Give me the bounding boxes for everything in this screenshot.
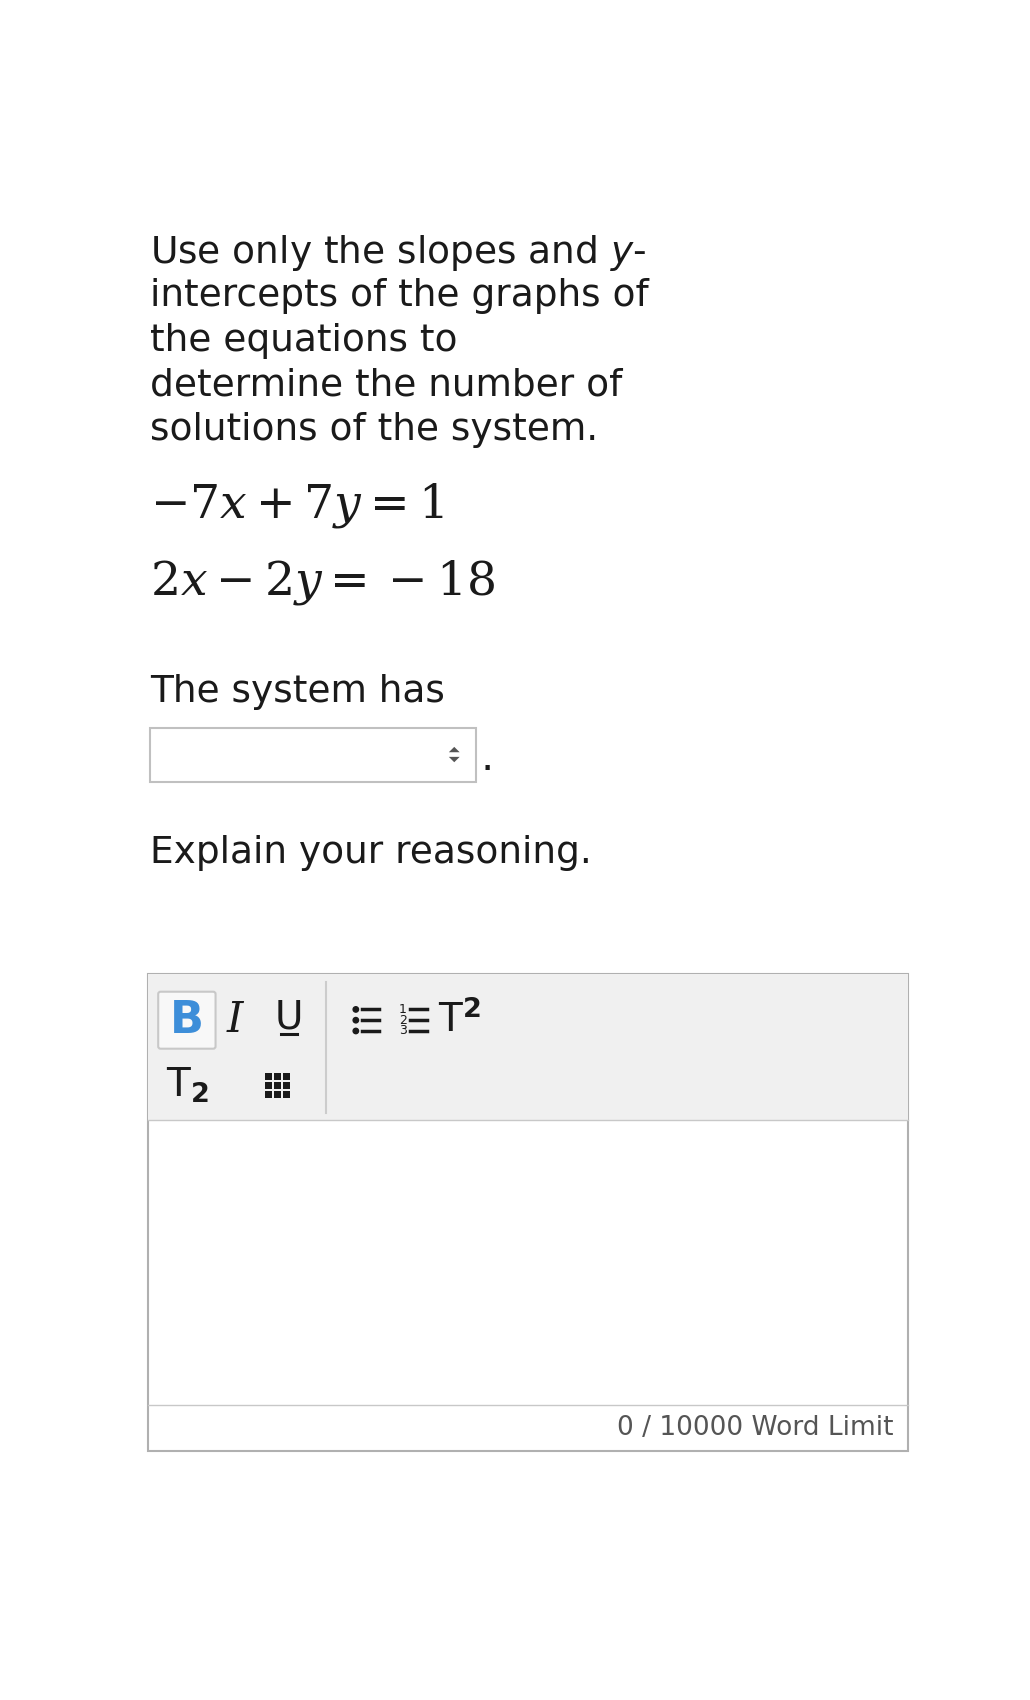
Text: The system has: The system has xyxy=(150,673,445,709)
Bar xyxy=(265,1091,272,1098)
Text: solutions of the system.: solutions of the system. xyxy=(150,411,598,447)
Bar xyxy=(150,728,476,782)
Text: T$_{\mathbf{2}}$: T$_{\mathbf{2}}$ xyxy=(166,1066,208,1105)
Text: 1: 1 xyxy=(399,1003,407,1017)
Circle shape xyxy=(353,1028,358,1034)
Text: determine the number of: determine the number of xyxy=(150,367,623,403)
Text: intercepts of the graphs of: intercepts of the graphs of xyxy=(150,277,649,314)
Bar xyxy=(265,1083,272,1090)
Text: I: I xyxy=(227,1000,243,1040)
Polygon shape xyxy=(449,746,459,751)
FancyBboxPatch shape xyxy=(159,991,215,1049)
Bar xyxy=(283,1091,290,1098)
Text: T$^{\mathbf{2}}$: T$^{\mathbf{2}}$ xyxy=(438,1000,480,1040)
Circle shape xyxy=(353,1018,358,1023)
Text: $-7x + 7y = 1$: $-7x + 7y = 1$ xyxy=(150,481,444,530)
Bar xyxy=(274,1083,281,1090)
Text: 0 / 10000 Word Limit: 0 / 10000 Word Limit xyxy=(617,1416,894,1442)
Bar xyxy=(265,1073,272,1080)
Bar xyxy=(283,1073,290,1080)
Text: Explain your reasoning.: Explain your reasoning. xyxy=(150,835,592,872)
Bar xyxy=(274,1073,281,1080)
Text: B: B xyxy=(170,998,204,1042)
Bar xyxy=(274,1091,281,1098)
Text: .: . xyxy=(481,736,493,779)
Text: U: U xyxy=(275,1000,304,1037)
Text: $2x - 2y = -18$: $2x - 2y = -18$ xyxy=(150,558,495,607)
Text: 2: 2 xyxy=(399,1013,407,1027)
Bar xyxy=(148,974,907,1120)
Text: Use only the slopes and $\it{y}$-: Use only the slopes and $\it{y}$- xyxy=(150,233,647,274)
Text: the equations to: the equations to xyxy=(150,323,458,359)
Bar xyxy=(148,974,907,1452)
Bar xyxy=(283,1083,290,1090)
Circle shape xyxy=(353,1006,358,1012)
Text: 3: 3 xyxy=(399,1025,407,1037)
Polygon shape xyxy=(449,756,459,762)
